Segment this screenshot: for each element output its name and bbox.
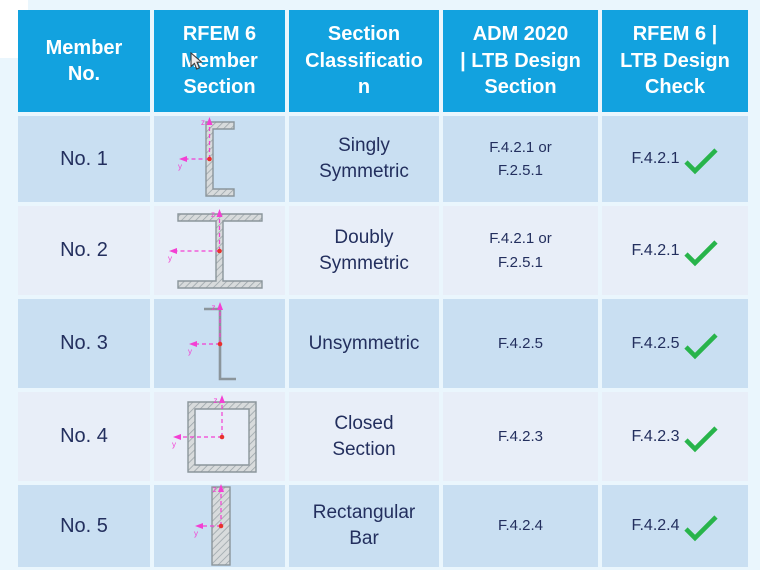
ltb-check-cell: F.4.2.1 — [602, 116, 748, 202]
header-cell-ltb-design-check: RFEM 6 | LTB Design Check — [602, 10, 748, 112]
rectangular-bar-section-icon: y z — [194, 484, 231, 566]
check-reference-label: F.4.2.3 — [631, 427, 680, 445]
section-drawing-cell: y z — [154, 116, 285, 202]
section-drawing-cell: y z — [154, 299, 285, 388]
classification-cell: Unsymmetric — [289, 299, 439, 388]
ltb-check-cell: F.4.2.4 — [602, 485, 748, 567]
check-reference-label: F.4.2.1 — [631, 241, 680, 259]
member-no-cell: No. 2 — [18, 206, 150, 295]
svg-text:y: y — [194, 529, 198, 538]
classification-cell: Closed Section — [289, 392, 439, 481]
green-checkmark-icon — [683, 515, 718, 542]
svg-text:z: z — [201, 118, 205, 127]
header-cell-member-no: Member No. — [18, 10, 150, 112]
classification-cell: Singly Symmetric — [289, 116, 439, 202]
header-cell-adm-design-section: ADM 2020 | LTB Design Section — [443, 10, 598, 112]
member-no-cell: No. 1 — [18, 116, 150, 202]
check-reference-label: F.4.2.1 — [631, 150, 680, 167]
member-no-cell: No. 5 — [18, 485, 150, 567]
i-beam-section-icon: y z — [168, 208, 263, 289]
adm-design-section-cell: F.4.2.5 — [443, 299, 598, 388]
closed-box-section-icon: y z — [172, 394, 257, 473]
svg-text:y: y — [168, 254, 172, 263]
channel-section-icon: y z — [178, 117, 235, 197]
adm-design-section-cell: F.4.2.1 or F.2.5.1 — [443, 116, 598, 202]
section-drawing-cell: y z — [154, 392, 285, 481]
adm-design-section-cell: F.4.2.3 — [443, 392, 598, 481]
z-section-icon: y z — [188, 301, 236, 380]
section-drawing-cell: y z — [154, 206, 285, 295]
adm-design-section-cell: F.4.2.4 — [443, 485, 598, 567]
header-cell-section-classification: Section Classificatio n — [289, 10, 439, 112]
svg-text:z: z — [212, 485, 216, 494]
green-checkmark-icon — [683, 239, 718, 266]
check-reference-label: F.4.2.5 — [631, 334, 680, 352]
section-drawing-cell: y z — [154, 484, 285, 567]
header-cell-member-section: RFEM 6 Member Section — [154, 10, 285, 112]
green-checkmark-icon — [683, 148, 718, 175]
adm-design-section-cell: F.4.2.1 or F.2.5.1 — [443, 206, 598, 295]
svg-text:z: z — [211, 210, 215, 219]
ltb-design-comparison-table: Member No. RFEM 6 Member Section Section… — [18, 10, 748, 567]
classification-cell: Doubly Symmetric — [289, 206, 439, 295]
svg-text:y: y — [188, 347, 192, 356]
mouse-pointer-icon — [190, 51, 204, 71]
ltb-check-cell: F.4.2.3 — [602, 392, 748, 481]
ltb-check-cell: F.4.2.5 — [602, 299, 748, 388]
green-checkmark-icon — [683, 332, 718, 359]
svg-text:z: z — [211, 303, 215, 312]
svg-text:y: y — [178, 162, 182, 171]
member-no-cell: No. 4 — [18, 392, 150, 481]
svg-text:y: y — [172, 440, 176, 449]
check-reference-label: F.4.2.4 — [631, 517, 680, 534]
svg-text:z: z — [213, 396, 217, 405]
ltb-check-cell: F.4.2.1 — [602, 206, 748, 295]
classification-cell: Rectangular Bar — [289, 485, 439, 567]
green-checkmark-icon — [683, 425, 718, 452]
member-no-cell: No. 3 — [18, 299, 150, 388]
